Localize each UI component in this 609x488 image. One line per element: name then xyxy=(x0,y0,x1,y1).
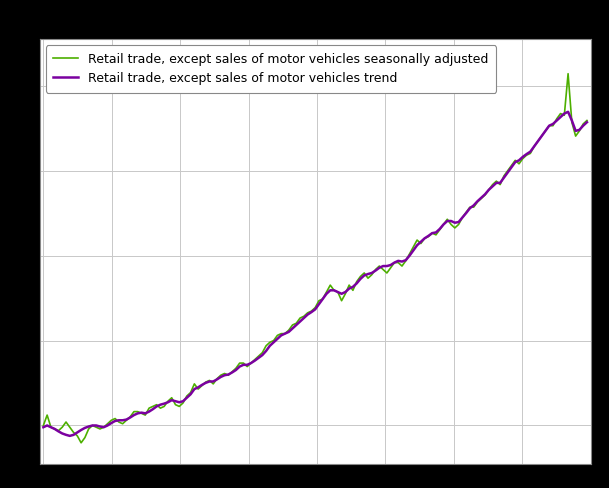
Retail trade, except sales of motor vehicles trend xyxy=(583,119,591,125)
Retail trade, except sales of motor vehicles trend xyxy=(565,109,572,115)
Retail trade, except sales of motor vehicles trend xyxy=(470,203,477,208)
Line: Retail trade, except sales of motor vehicles trend: Retail trade, except sales of motor vehi… xyxy=(43,112,587,436)
Legend: Retail trade, except sales of motor vehicles seasonally adjusted, Retail trade, : Retail trade, except sales of motor vehi… xyxy=(46,45,496,93)
Retail trade, except sales of motor vehicles seasonally adjusted xyxy=(77,440,85,446)
Retail trade, except sales of motor vehicles seasonally adjusted xyxy=(357,273,364,279)
Retail trade, except sales of motor vehicles trend xyxy=(43,423,51,428)
Retail trade, except sales of motor vehicles seasonally adjusted xyxy=(455,222,462,227)
Retail trade, except sales of motor vehicles seasonally adjusted xyxy=(43,412,51,418)
Retail trade, except sales of motor vehicles trend xyxy=(66,433,74,439)
Retail trade, except sales of motor vehicles seasonally adjusted xyxy=(565,71,572,77)
Line: Retail trade, except sales of motor vehicles seasonally adjusted: Retail trade, except sales of motor vehi… xyxy=(43,74,587,443)
Retail trade, except sales of motor vehicles seasonally adjusted xyxy=(66,424,74,430)
Retail trade, except sales of motor vehicles trend xyxy=(40,424,47,430)
Retail trade, except sales of motor vehicles seasonally adjusted xyxy=(549,123,557,129)
Retail trade, except sales of motor vehicles trend xyxy=(70,432,77,438)
Retail trade, except sales of motor vehicles trend xyxy=(455,219,462,225)
Retail trade, except sales of motor vehicles seasonally adjusted xyxy=(40,423,47,428)
Retail trade, except sales of motor vehicles trend xyxy=(357,276,364,282)
Retail trade, except sales of motor vehicles seasonally adjusted xyxy=(470,204,477,210)
Retail trade, except sales of motor vehicles seasonally adjusted xyxy=(583,118,591,123)
Retail trade, except sales of motor vehicles trend xyxy=(549,121,557,127)
